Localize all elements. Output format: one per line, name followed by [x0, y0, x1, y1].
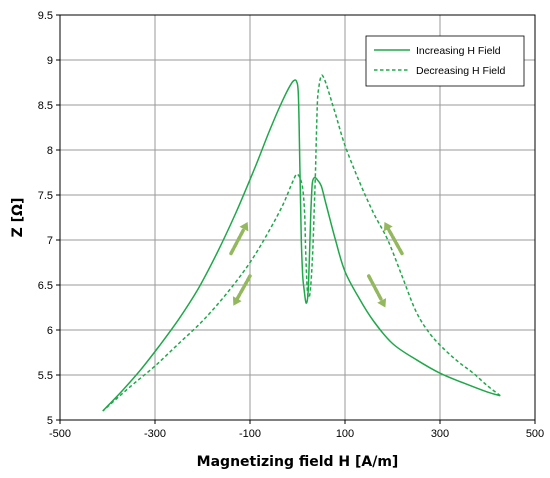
x-axis-title: Magnetizing field H [A/m] [197, 454, 399, 470]
y-axis-title: Z [Ω] [10, 198, 26, 238]
y-axis-ticks: 5 5.5 6 6.5 7 7.5 8 8.5 9 9.5 [38, 10, 60, 427]
y-tick-label: 5 [47, 415, 53, 427]
direction-arrow [367, 274, 387, 308]
series-line-1 [102, 79, 501, 412]
direction-arrow [232, 274, 252, 306]
x-tick-label: 300 [431, 428, 449, 440]
series-lines [102, 74, 501, 412]
y-tick-label: 9.5 [38, 10, 53, 22]
y-tick-label: 9 [47, 55, 53, 67]
x-tick-label: -100 [239, 428, 261, 440]
y-tick-label: 7.5 [38, 190, 53, 202]
y-tick-label: 6.5 [38, 280, 53, 292]
y-tick-label: 8.5 [38, 100, 53, 112]
plot-frame [59, 14, 536, 421]
legend-box [365, 35, 525, 87]
x-tick-label: 500 [526, 428, 544, 440]
y-tick-label: 8 [47, 145, 53, 157]
y-tick-label: 5.5 [38, 370, 53, 382]
grid [59, 14, 536, 421]
x-axis-ticks: -500 -300 -100 100 300 500 [49, 420, 544, 440]
direction-arrow [229, 222, 249, 256]
y-tick-label: 6 [47, 325, 53, 337]
annotation-arrows [229, 222, 404, 308]
x-tick-label: -300 [144, 428, 166, 440]
y-tick-label: 7 [47, 235, 53, 247]
legend: Increasing H Field Decreasing H Field [365, 35, 525, 87]
direction-arrow [383, 222, 404, 256]
x-tick-label: -500 [49, 428, 71, 440]
legend-label: Decreasing H Field [416, 65, 505, 77]
x-tick-label: 100 [336, 428, 354, 440]
legend-label: Increasing H Field [416, 45, 501, 57]
